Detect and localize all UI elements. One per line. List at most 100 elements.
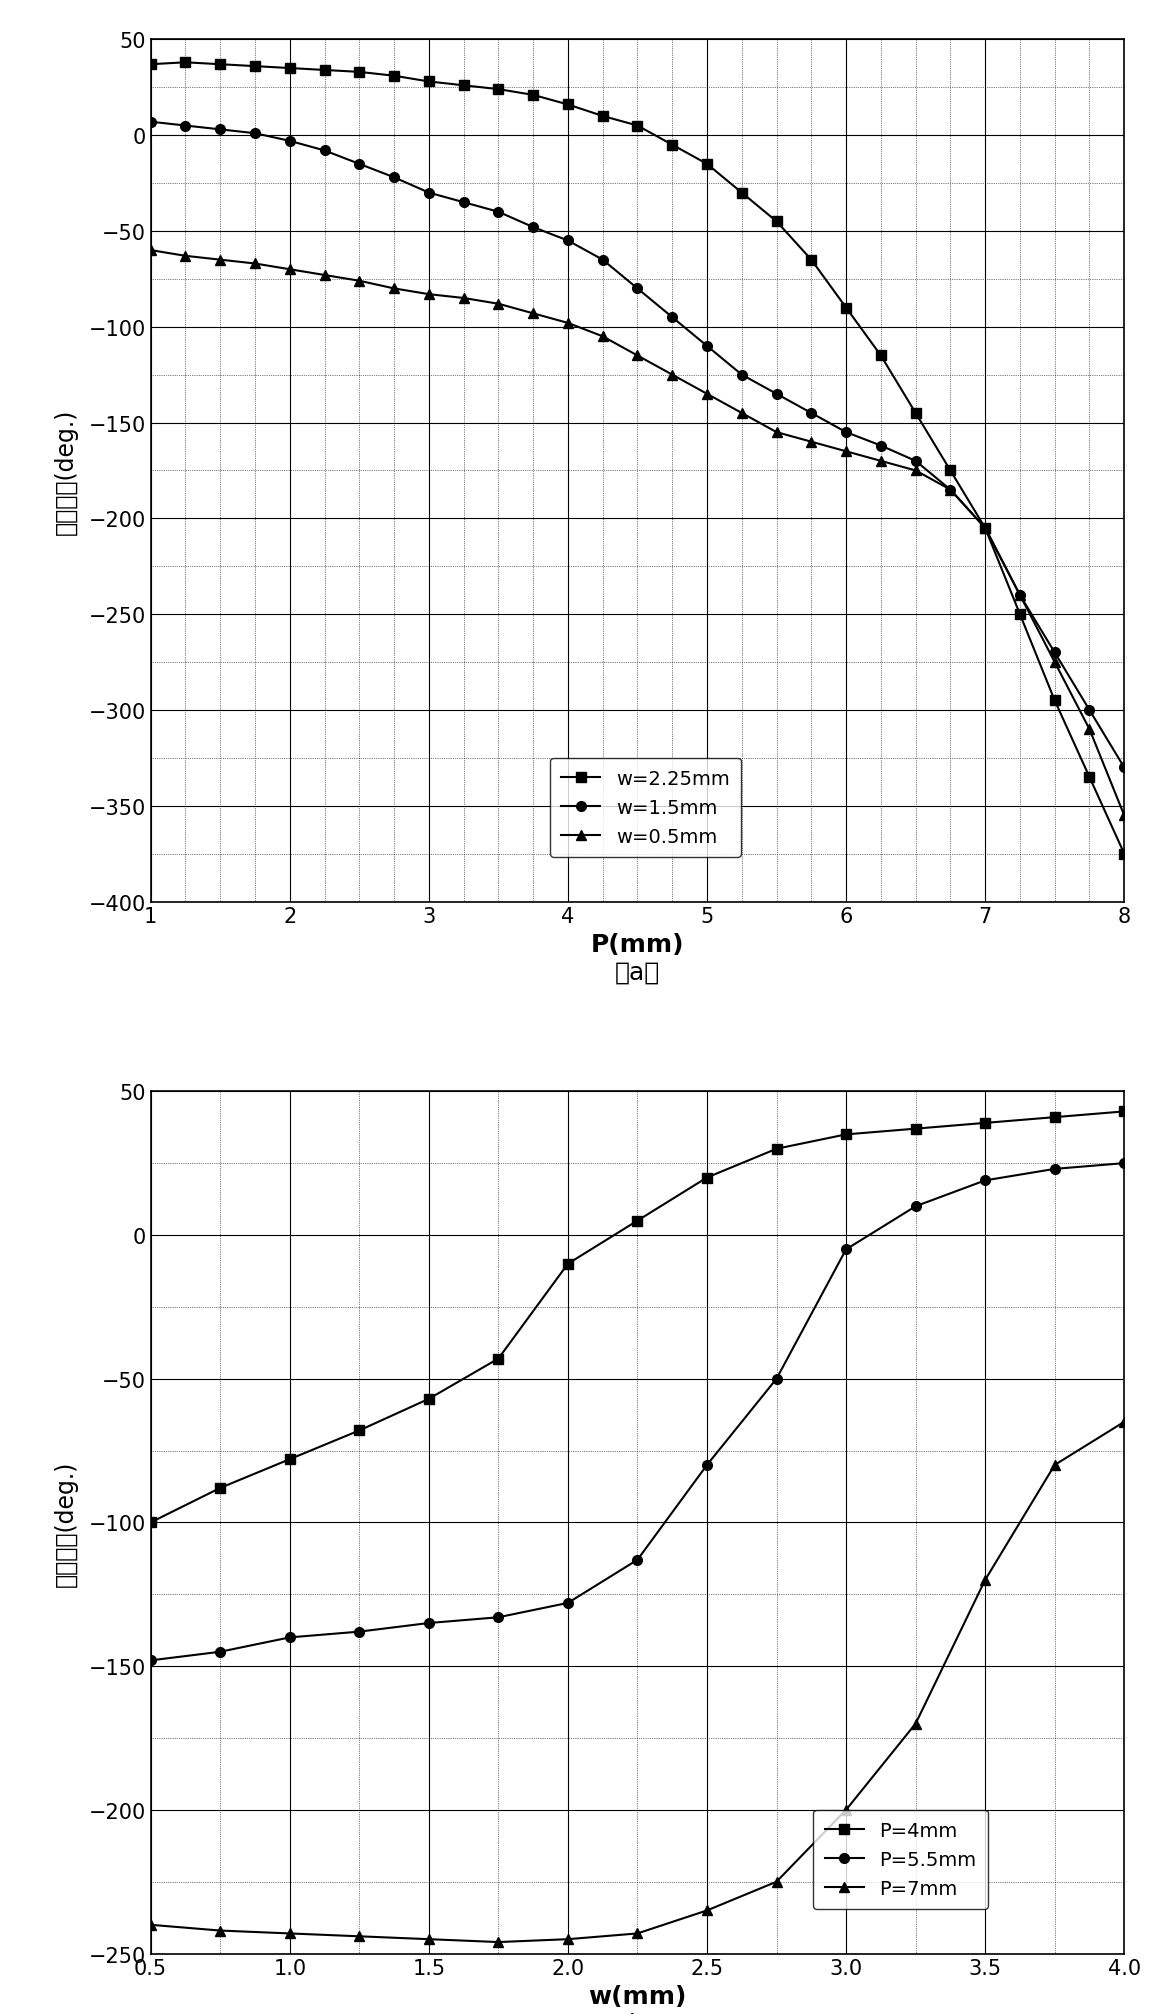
Line: w=0.5mm: w=0.5mm — [146, 246, 1129, 822]
w=2.25mm — [804, 248, 818, 272]
w=2.25mm — [1048, 689, 1062, 713]
P=4mm — [491, 1347, 505, 1372]
w=1.5mm — [770, 383, 783, 407]
w=2.25mm — [1117, 842, 1131, 866]
w=0.5mm — [422, 282, 436, 306]
w=0.5mm — [144, 240, 158, 264]
w=2.25mm — [178, 50, 192, 75]
w=1.5mm — [735, 363, 749, 387]
w=0.5mm — [804, 431, 818, 455]
X-axis label: w(mm): w(mm) — [589, 1984, 686, 2008]
w=2.25mm — [352, 60, 366, 85]
w=2.25mm — [248, 54, 262, 79]
P=4mm — [144, 1510, 158, 1535]
w=1.5mm — [283, 129, 297, 153]
w=2.25mm — [735, 181, 749, 205]
P=7mm — [839, 1799, 853, 1823]
P=4mm — [1117, 1100, 1131, 1124]
w=2.25mm — [839, 296, 853, 320]
P=5.5mm — [352, 1619, 366, 1643]
w=0.5mm — [387, 278, 401, 302]
Y-axis label: 传输相位(deg.): 传输相位(deg.) — [53, 1460, 78, 1585]
w=1.5mm — [630, 278, 644, 302]
P=5.5mm — [700, 1454, 714, 1478]
w=1.5mm — [526, 215, 540, 240]
P=5.5mm — [561, 1591, 575, 1615]
w=0.5mm — [178, 244, 192, 268]
P=7mm — [213, 1919, 227, 1944]
w=1.5mm — [213, 119, 227, 143]
w=2.25mm — [596, 105, 610, 129]
P=5.5mm — [491, 1605, 505, 1629]
w=1.5mm — [1013, 584, 1027, 608]
Text: （a）: （a） — [614, 961, 661, 985]
w=0.5mm — [1048, 651, 1062, 675]
w=0.5mm — [457, 286, 471, 310]
w=0.5mm — [665, 363, 679, 387]
w=0.5mm — [318, 264, 331, 288]
P=5.5mm — [144, 1649, 158, 1674]
P=5.5mm — [839, 1239, 853, 1263]
w=0.5mm — [213, 248, 227, 272]
w=2.25mm — [630, 115, 644, 139]
P=5.5mm — [213, 1639, 227, 1664]
w=1.5mm — [144, 111, 158, 135]
P=7mm — [700, 1899, 714, 1923]
P=4mm — [839, 1122, 853, 1146]
w=2.25mm — [1083, 765, 1096, 789]
w=1.5mm — [352, 153, 366, 177]
w=0.5mm — [491, 292, 505, 316]
P=4mm — [909, 1118, 923, 1142]
w=1.5mm — [1048, 640, 1062, 665]
w=0.5mm — [526, 302, 540, 326]
w=1.5mm — [1117, 755, 1131, 779]
P=4mm — [283, 1448, 297, 1472]
P=4mm — [561, 1253, 575, 1277]
w=2.25mm — [978, 516, 992, 540]
P=5.5mm — [283, 1625, 297, 1649]
w=1.5mm — [700, 334, 714, 358]
w=2.25mm — [283, 56, 297, 81]
w=1.5mm — [804, 401, 818, 425]
P=4mm — [1048, 1106, 1062, 1130]
w=0.5mm — [700, 383, 714, 407]
w=2.25mm — [874, 344, 888, 369]
w=2.25mm — [318, 58, 331, 83]
w=1.5mm — [491, 201, 505, 226]
w=0.5mm — [352, 270, 366, 294]
w=2.25mm — [909, 401, 923, 425]
w=0.5mm — [839, 439, 853, 463]
P=7mm — [1048, 1454, 1062, 1478]
Legend: P=4mm, P=5.5mm, P=7mm: P=4mm, P=5.5mm, P=7mm — [814, 1811, 987, 1909]
w=2.25mm — [526, 85, 540, 109]
P=7mm — [352, 1923, 366, 1948]
P=5.5mm — [1048, 1158, 1062, 1182]
P=7mm — [144, 1913, 158, 1937]
w=2.25mm — [213, 52, 227, 77]
P=5.5mm — [978, 1168, 992, 1192]
Line: P=5.5mm: P=5.5mm — [146, 1158, 1129, 1666]
w=0.5mm — [735, 401, 749, 425]
w=0.5mm — [561, 312, 575, 336]
P=7mm — [491, 1929, 505, 1954]
w=0.5mm — [770, 421, 783, 445]
w=1.5mm — [1083, 699, 1096, 723]
P=4mm — [978, 1112, 992, 1136]
w=1.5mm — [422, 181, 436, 205]
w=1.5mm — [248, 123, 262, 147]
Legend: w=2.25mm, w=1.5mm, w=0.5mm: w=2.25mm, w=1.5mm, w=0.5mm — [549, 757, 742, 858]
P=5.5mm — [630, 1549, 644, 1573]
P=7mm — [770, 1869, 783, 1893]
w=0.5mm — [874, 449, 888, 473]
w=1.5mm — [387, 165, 401, 189]
X-axis label: P(mm): P(mm) — [591, 932, 684, 957]
P=4mm — [700, 1166, 714, 1190]
P=4mm — [770, 1138, 783, 1162]
w=0.5mm — [909, 459, 923, 483]
w=2.25mm — [457, 75, 471, 99]
P=4mm — [213, 1476, 227, 1500]
w=0.5mm — [1083, 717, 1096, 741]
P=7mm — [283, 1921, 297, 1946]
w=1.5mm — [561, 230, 575, 254]
w=2.25mm — [665, 133, 679, 157]
